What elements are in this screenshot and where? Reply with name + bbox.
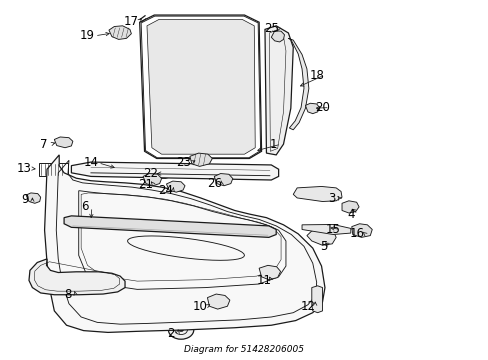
Text: 4: 4 <box>346 208 354 221</box>
Text: 20: 20 <box>314 101 329 114</box>
Circle shape <box>157 168 170 179</box>
Polygon shape <box>64 216 276 237</box>
Polygon shape <box>29 259 125 295</box>
Circle shape <box>178 328 183 332</box>
Polygon shape <box>351 224 371 237</box>
Polygon shape <box>166 181 184 192</box>
Text: 15: 15 <box>325 223 340 236</box>
Polygon shape <box>259 265 280 280</box>
Text: 8: 8 <box>64 288 72 301</box>
Text: 25: 25 <box>264 22 278 35</box>
Polygon shape <box>71 162 278 180</box>
Text: 1: 1 <box>269 138 277 150</box>
Polygon shape <box>44 155 325 332</box>
Text: 23: 23 <box>176 156 191 169</box>
Text: 6: 6 <box>81 201 88 213</box>
Text: 22: 22 <box>143 167 158 180</box>
Text: 13: 13 <box>17 162 31 175</box>
Text: 10: 10 <box>192 300 206 313</box>
Polygon shape <box>143 174 161 186</box>
Text: 24: 24 <box>158 184 173 197</box>
Text: 3: 3 <box>328 192 335 205</box>
Polygon shape <box>26 193 41 203</box>
Polygon shape <box>305 103 319 114</box>
Polygon shape <box>54 137 73 148</box>
Text: 7: 7 <box>40 138 47 150</box>
Polygon shape <box>207 294 229 309</box>
Text: 14: 14 <box>83 156 98 169</box>
Text: 9: 9 <box>21 193 29 206</box>
Polygon shape <box>302 225 350 234</box>
Polygon shape <box>109 26 131 40</box>
Bar <box>39 163 68 176</box>
Text: 26: 26 <box>206 177 222 190</box>
Text: 12: 12 <box>300 300 315 313</box>
Polygon shape <box>288 39 308 130</box>
Polygon shape <box>147 19 255 154</box>
Text: 16: 16 <box>349 227 365 240</box>
Polygon shape <box>271 31 284 42</box>
Text: Diagram for 51428206005: Diagram for 51428206005 <box>184 345 304 354</box>
Polygon shape <box>214 174 232 186</box>
Circle shape <box>168 320 193 339</box>
Text: 2: 2 <box>166 327 174 340</box>
Polygon shape <box>341 201 358 213</box>
Text: 5: 5 <box>319 240 326 253</box>
Polygon shape <box>311 286 322 313</box>
Text: 11: 11 <box>256 274 271 287</box>
Text: 19: 19 <box>80 29 95 42</box>
Polygon shape <box>189 153 212 166</box>
Polygon shape <box>306 228 335 245</box>
Polygon shape <box>264 26 293 155</box>
Text: 17: 17 <box>123 15 139 28</box>
Text: 18: 18 <box>308 69 324 82</box>
Text: 21: 21 <box>138 178 153 191</box>
Polygon shape <box>293 186 341 202</box>
